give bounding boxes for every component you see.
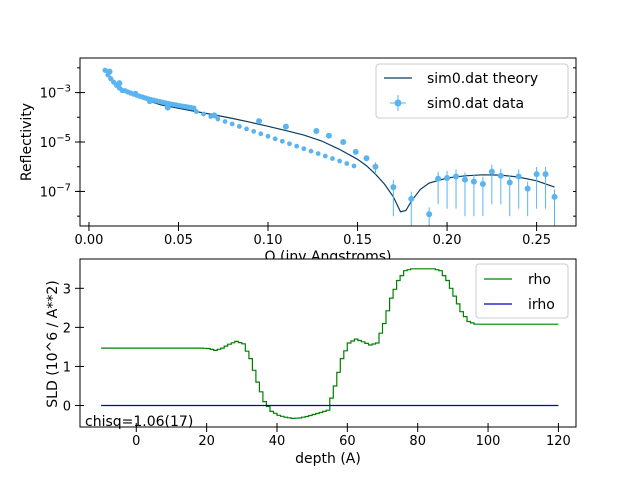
data-point: [337, 159, 342, 164]
legend-label-theory: sim0.dat theory: [427, 71, 538, 87]
data-point: [480, 181, 486, 187]
y-tick-label-bottom: 0: [63, 400, 71, 415]
x-axis-label-bottom: depth (A): [295, 451, 361, 467]
x-tick-label-top: 0.00: [74, 233, 103, 248]
data-point: [489, 169, 495, 175]
x-tick-label-bottom: 20: [198, 434, 215, 449]
legend-top: sim0.dat theory sim0.dat data: [376, 64, 568, 118]
y-tick-label-bottom: 3: [63, 282, 71, 297]
data-point: [435, 176, 441, 182]
data-point: [453, 174, 459, 180]
y-tick-label-top: 10−3: [40, 84, 71, 102]
data-point: [316, 151, 321, 156]
data-point: [507, 179, 513, 185]
data-point: [352, 164, 357, 169]
data-point: [313, 128, 319, 134]
legend-label-data: sim0.dat data: [427, 96, 524, 112]
data-point: [273, 136, 278, 141]
data-point: [330, 156, 335, 161]
data-point: [344, 161, 349, 166]
data-point: [294, 144, 299, 149]
data-point: [102, 68, 107, 73]
legend-swatch-data-marker: [395, 100, 402, 107]
x-tick-label-bottom: 80: [409, 434, 426, 449]
y-tick-label-top: 10−5: [40, 133, 71, 151]
data-point: [287, 141, 292, 146]
x-tick-label-top: 0.20: [433, 233, 462, 248]
y-axis-label-top: Reflectivity: [19, 103, 35, 181]
legend-bottom: rho irho: [476, 264, 568, 318]
y-tick-label-top: 10−7: [40, 182, 71, 200]
data-point: [266, 134, 271, 139]
y-axis-label-bottom: SLD (10^6 / A**2): [45, 280, 61, 407]
data-point: [426, 211, 432, 217]
chisq-annotation: chisq=1.06(17): [85, 414, 193, 430]
data-point: [301, 146, 306, 151]
data-point: [444, 175, 450, 181]
data-point: [516, 174, 522, 180]
data-point: [525, 186, 531, 192]
sld-plot: 0 20 40 60 80 100 120 0 1 2 3 depth (A) SLD (10^6 …: [45, 259, 576, 467]
x-tick-label-bottom: 100: [476, 434, 501, 449]
data-point: [244, 126, 249, 131]
data-point: [208, 114, 213, 119]
data-point: [194, 109, 199, 114]
y-tick-label-bottom: 2: [63, 321, 71, 336]
data-point: [372, 164, 378, 170]
data-point: [462, 177, 468, 183]
data-point: [230, 122, 235, 127]
x-tick-label-bottom: 120: [546, 434, 571, 449]
data-point: [215, 117, 220, 122]
data-point: [309, 149, 314, 154]
data-point: [498, 173, 504, 179]
data-point: [363, 155, 369, 161]
x-tick-label-top: 0.15: [343, 233, 372, 248]
data-point: [353, 149, 359, 155]
data-point: [280, 139, 285, 144]
x-tick-label-bottom: 0: [132, 434, 140, 449]
data-point: [283, 124, 289, 130]
data-point: [251, 129, 256, 134]
data-point: [340, 139, 346, 145]
x-tick-label-bottom: 60: [339, 434, 356, 449]
data-point: [390, 184, 396, 190]
legend-label-irho: irho: [528, 297, 555, 313]
data-point: [326, 133, 332, 139]
data-point: [201, 112, 206, 117]
data-point: [223, 119, 228, 124]
x-tick-label-top: 0.05: [164, 233, 193, 248]
x-tick-label-top: 0.10: [254, 233, 283, 248]
data-point: [323, 154, 328, 159]
data-point: [471, 179, 477, 185]
data-point: [552, 194, 558, 200]
x-tick-label-bottom: 40: [269, 434, 286, 449]
y-tick-label-bottom: 1: [63, 360, 71, 375]
x-tick-label-top: 0.25: [522, 233, 551, 248]
data-point: [237, 124, 242, 129]
data-point: [534, 171, 540, 177]
data-point: [256, 118, 262, 124]
data-point: [258, 131, 263, 136]
data-point: [408, 196, 414, 202]
legend-label-rho: rho: [528, 272, 551, 288]
data-point: [543, 171, 549, 177]
